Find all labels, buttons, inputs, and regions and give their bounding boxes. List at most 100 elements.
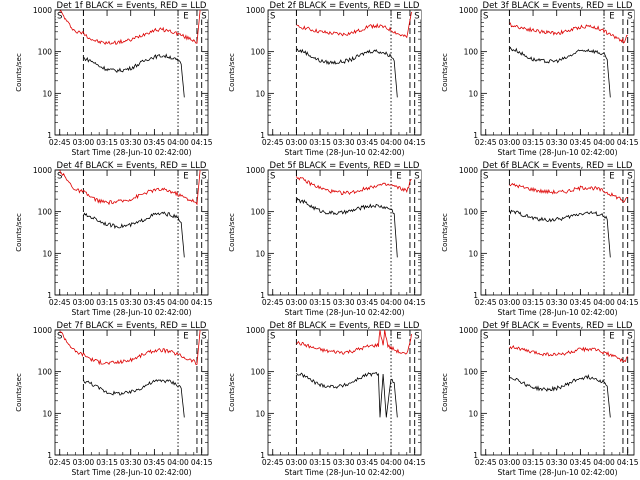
lld-series-line	[59, 329, 201, 366]
marker-box	[413, 10, 421, 20]
y-axis-label: Counts/sec	[228, 53, 236, 92]
marker-label: E	[396, 332, 401, 342]
marker-box	[481, 330, 490, 340]
x-tick-label: 03:45	[570, 458, 592, 467]
plot-frame	[480, 329, 635, 456]
y-tick-label: 100	[251, 368, 266, 377]
y-tick-label: 100	[464, 368, 479, 377]
marker-box	[200, 330, 208, 340]
marker-box	[413, 170, 421, 180]
marker-label: S	[201, 332, 206, 342]
y-axis-label: Counts/sec	[15, 53, 23, 92]
x-tick-label: 03:30	[546, 458, 568, 467]
y-tick-label: 100	[464, 48, 479, 57]
marker-box	[200, 170, 208, 180]
x-tick-label: 03:30	[120, 298, 142, 307]
x-tick-label: 02:45	[49, 458, 71, 467]
marker-box	[55, 170, 64, 180]
y-tick-label: 1000	[459, 166, 478, 175]
x-axis-label: Start Time (28-Jun-10 02:42:00)	[498, 308, 618, 317]
x-tick-label: 03:00	[286, 138, 308, 147]
events-series-line	[509, 46, 611, 98]
detector-panel: Det 7f BLACK = Events, RED = LLD Counts/s…	[15, 321, 213, 477]
x-tick-label: 03:00	[499, 458, 521, 467]
lld-series-line	[296, 329, 412, 355]
y-tick-label: 1	[260, 131, 265, 140]
marker-label: S	[414, 12, 419, 22]
y-tick-label: 1	[47, 131, 52, 140]
x-axis-label: Start Time (28-Jun-10 02:42:00)	[72, 308, 192, 317]
x-tick-label: 04:15	[404, 458, 426, 467]
detector-panel: Det 2f BLACK = Events, RED = LLD Counts/s…	[228, 1, 426, 157]
x-tick-label: 04:00	[593, 298, 615, 307]
lld-series-line	[296, 11, 412, 39]
marker-label: S	[201, 172, 206, 182]
x-tick-label: 03:15	[522, 138, 544, 147]
x-tick-label: 04:15	[617, 458, 639, 467]
y-tick-label: 100	[38, 48, 53, 57]
x-tick-label: 03:15	[96, 458, 118, 467]
x-tick-label: 03:45	[570, 298, 592, 307]
marker-box	[268, 330, 277, 340]
marker-label: S	[483, 332, 488, 342]
marker-label: S	[627, 332, 632, 342]
x-tick-label: 03:00	[73, 458, 95, 467]
panel-title: Det 8f BLACK = Events, RED = LLD	[270, 321, 420, 331]
events-series-line	[83, 379, 185, 418]
panel-title: Det 3f BLACK = Events, RED = LLD	[483, 1, 633, 11]
panel-title: Det 5f BLACK = Events, RED = LLD	[270, 161, 420, 171]
plot-frame	[480, 9, 635, 136]
marker-box	[268, 170, 277, 180]
marker-label: S	[57, 12, 62, 22]
x-tick-label: 03:30	[120, 458, 142, 467]
detector-panel: Det 9f BLACK = Events, RED = LLD Counts/s…	[441, 321, 639, 477]
x-axis-label: Start Time (28-Jun-10 02:42:00)	[72, 148, 192, 157]
panel-title: Det 6f BLACK = Events, RED = LLD	[483, 161, 633, 171]
x-tick-label: 03:00	[499, 138, 521, 147]
marker-label: E	[609, 332, 614, 342]
x-tick-label: 02:45	[49, 138, 71, 147]
y-tick-label: 1000	[459, 326, 478, 335]
marker-box	[181, 330, 190, 340]
y-axis-label: Counts/sec	[441, 373, 449, 412]
events-series-line	[83, 53, 185, 98]
y-tick-label: 1	[260, 291, 265, 300]
x-tick-label: 03:15	[522, 458, 544, 467]
x-tick-label: 02:45	[475, 138, 497, 147]
panel-title: Det 4f BLACK = Events, RED = LLD	[57, 161, 207, 171]
marker-label: S	[201, 12, 206, 22]
x-tick-label: 03:15	[96, 298, 118, 307]
x-tick-label: 04:00	[167, 458, 189, 467]
x-tick-label: 03:45	[357, 138, 379, 147]
marker-box	[394, 330, 403, 340]
x-tick-label: 04:00	[380, 458, 402, 467]
plot-frame	[54, 169, 209, 296]
lld-series-line	[509, 22, 628, 44]
marker-box	[55, 330, 64, 340]
events-series-line	[296, 197, 398, 258]
x-axis-label: Start Time (28-Jun-10 02:42:00)	[285, 308, 405, 317]
x-tick-label: 04:15	[404, 298, 426, 307]
marker-box	[481, 170, 490, 180]
x-tick-label: 03:30	[546, 138, 568, 147]
y-axis-label: Counts/sec	[15, 213, 23, 252]
x-tick-label: 02:45	[262, 138, 284, 147]
x-tick-label: 03:15	[309, 298, 331, 307]
x-tick-label: 03:15	[96, 138, 118, 147]
x-tick-label: 02:45	[475, 298, 497, 307]
x-tick-label: 04:15	[617, 298, 639, 307]
plot-frame	[54, 9, 209, 136]
y-tick-label: 1000	[33, 326, 52, 335]
panel-title: Det 7f BLACK = Events, RED = LLD	[57, 321, 207, 331]
marker-label: S	[627, 172, 632, 182]
y-tick-label: 100	[251, 48, 266, 57]
lld-series-line	[59, 9, 201, 45]
marker-box	[413, 330, 421, 340]
marker-label: E	[183, 332, 188, 342]
y-tick-label: 1000	[33, 166, 52, 175]
detector-panel: Det 3f BLACK = Events, RED = LLD Counts/s…	[441, 1, 639, 157]
y-axis-label: Counts/sec	[441, 53, 449, 92]
plot-frame	[480, 169, 635, 296]
x-tick-label: 04:15	[617, 138, 639, 147]
